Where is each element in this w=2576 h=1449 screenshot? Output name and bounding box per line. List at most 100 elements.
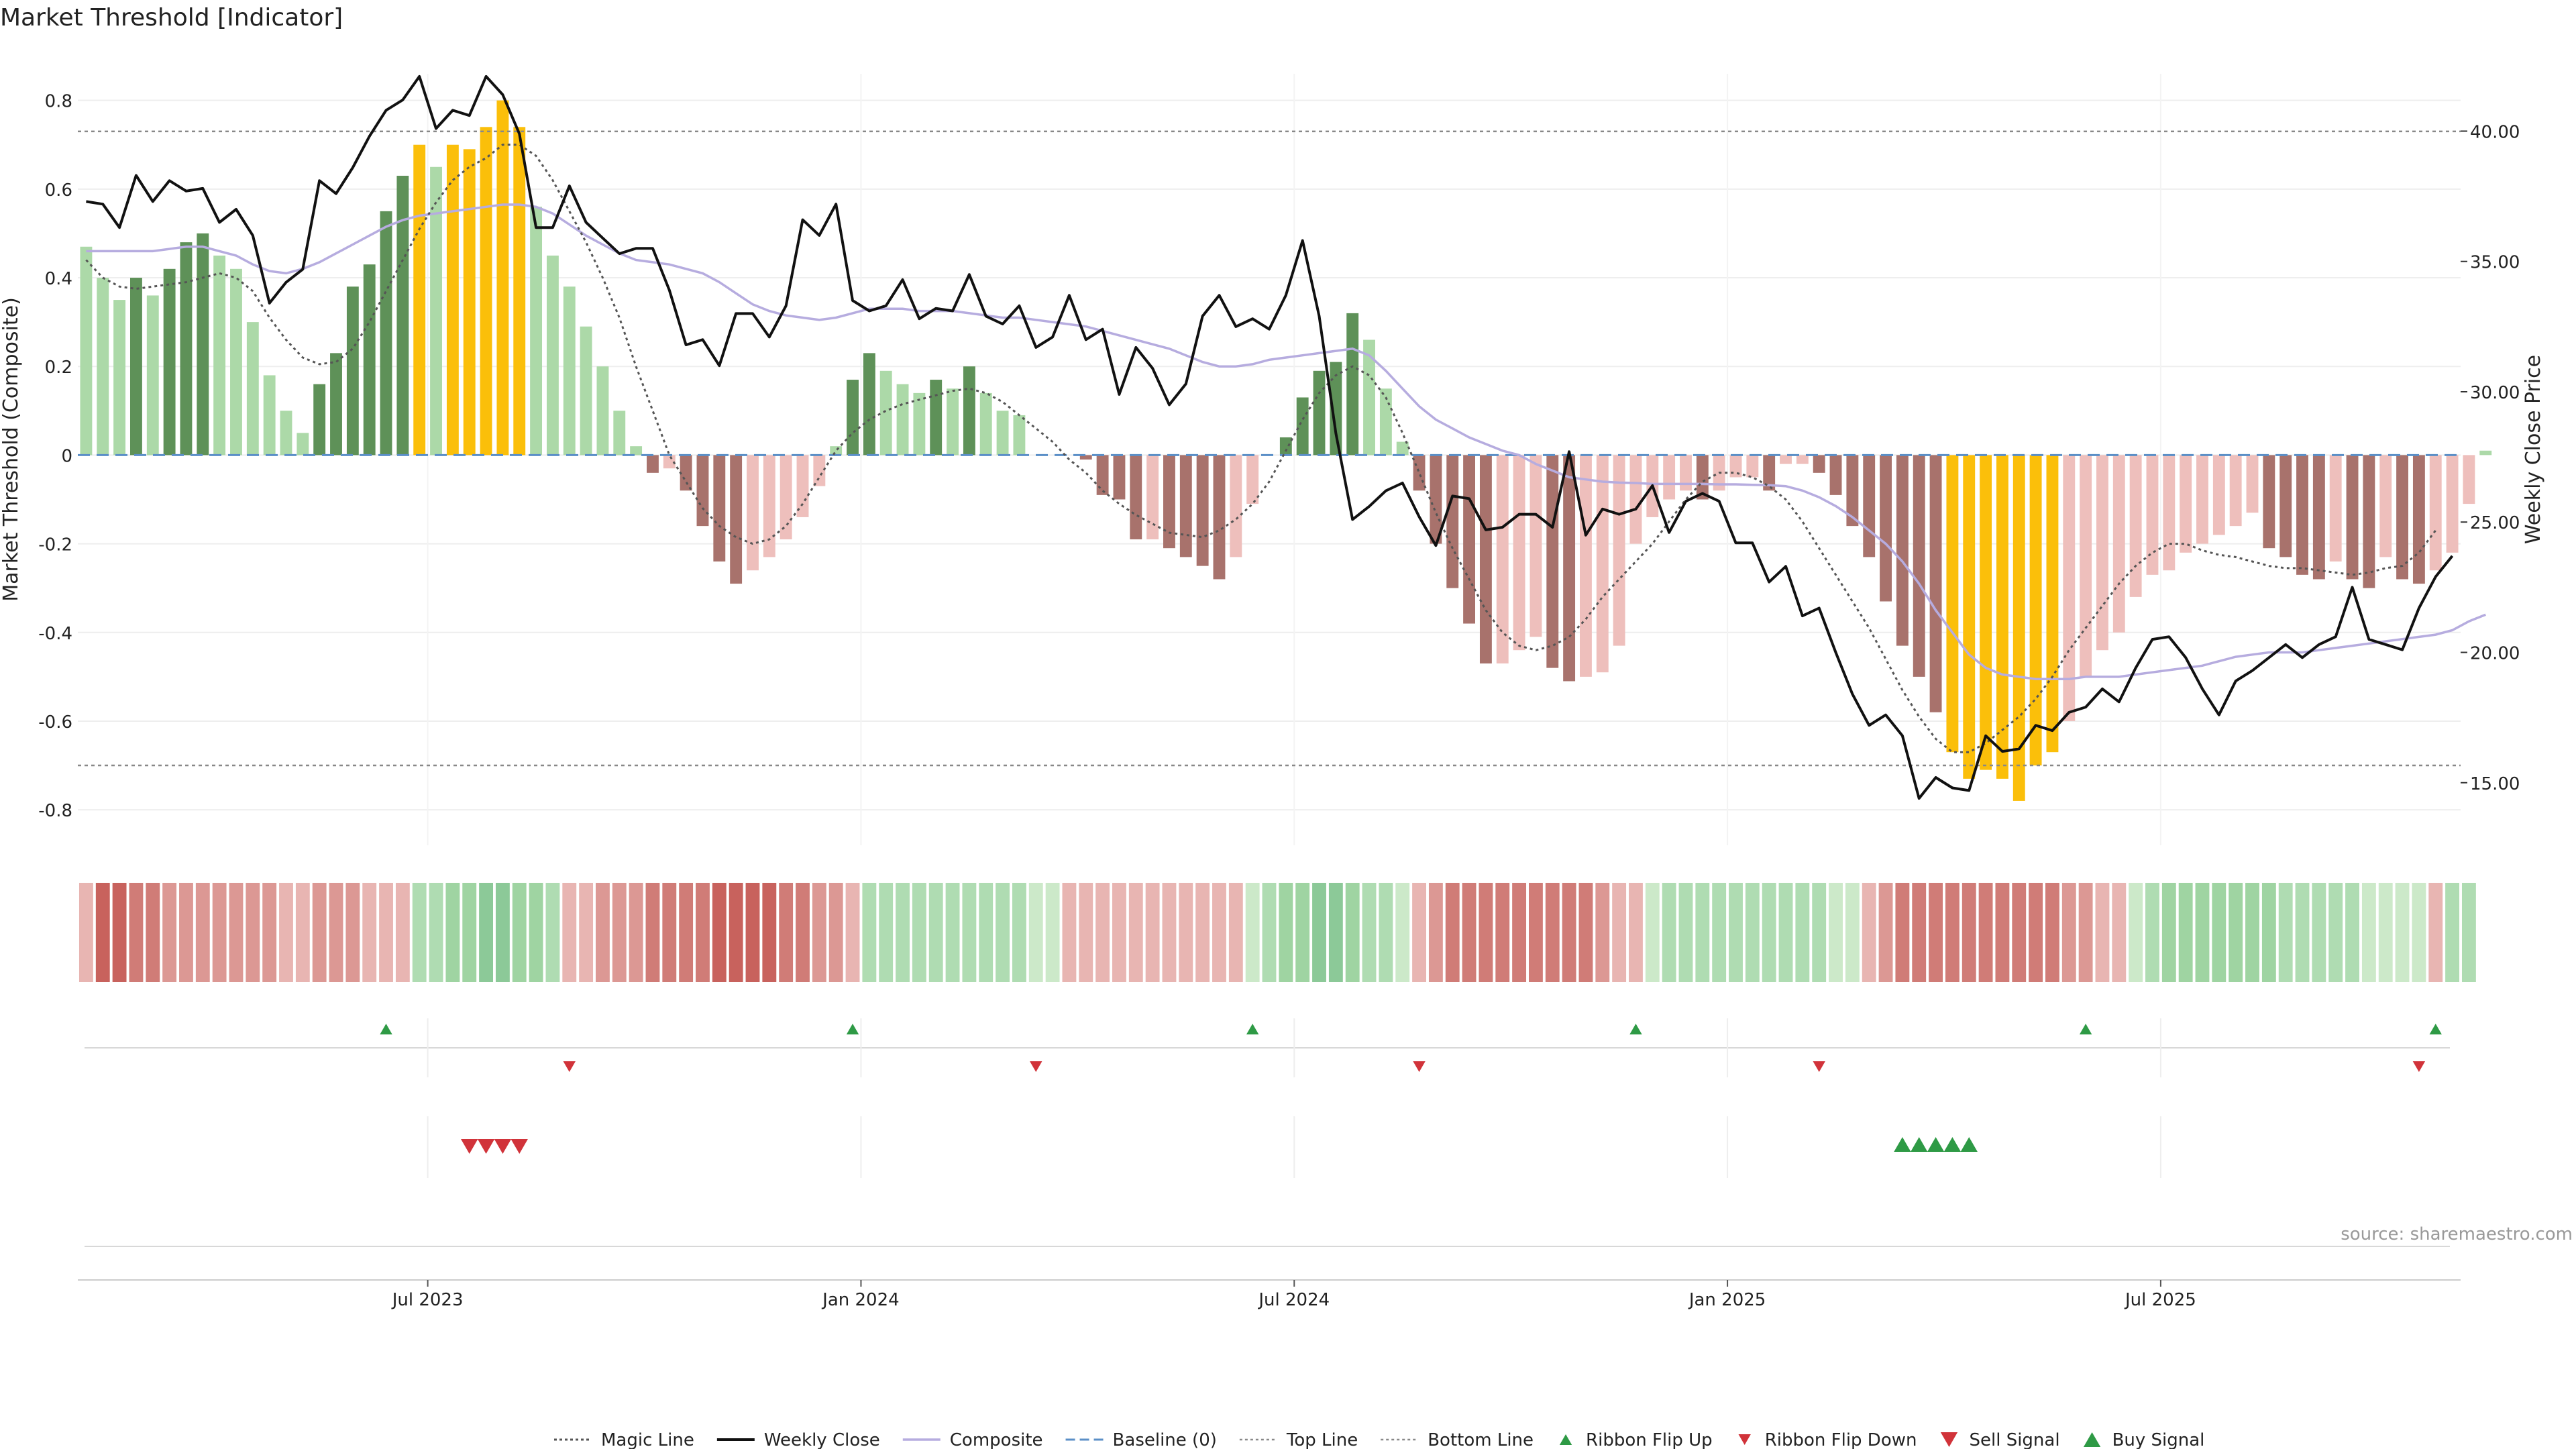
ribbon-cell — [2229, 883, 2243, 982]
composite-bar — [1829, 455, 1842, 495]
ribbon-cell — [879, 883, 894, 982]
legend-item-bottom: Bottom Line — [1381, 1430, 1534, 1449]
composite-bar — [1346, 313, 1359, 455]
ribbon-cell — [1545, 883, 1560, 982]
ribbon-cell — [1379, 883, 1393, 982]
composite-bar — [2212, 455, 2225, 535]
composite-bar — [1396, 441, 1409, 455]
composite-bar — [330, 353, 342, 455]
ribbon-cell — [2261, 883, 2276, 982]
composite-bar — [1079, 455, 1092, 460]
ribbon-cell — [445, 883, 460, 982]
legend-label: Composite — [950, 1430, 1043, 1449]
composite-bar — [763, 455, 775, 557]
composite-bar — [1596, 455, 1609, 673]
ribbon-cell — [2095, 883, 2110, 982]
ribbon-cell — [1195, 883, 1210, 982]
ribbon-cell — [95, 883, 110, 982]
ribbon-cell — [279, 883, 293, 982]
ribbon-cell — [479, 883, 493, 982]
ribbon-cell — [712, 883, 727, 982]
composite-bar — [246, 322, 259, 455]
sell-signal-marker — [461, 1139, 478, 1154]
ribbon-cell — [1762, 883, 1776, 982]
composite-bar — [1946, 455, 1959, 753]
composite-bar — [263, 375, 276, 455]
ribbon-cell — [1612, 883, 1627, 982]
ribbon-cell — [229, 883, 244, 982]
ribbon-cell — [796, 883, 810, 982]
ribbon-cell — [1895, 883, 1910, 982]
ribbon-cell — [295, 883, 310, 982]
ribbon-cell — [1428, 883, 1443, 982]
ribbon-cell — [1245, 883, 1260, 982]
composite-bar — [813, 455, 826, 486]
ribbon-cell — [212, 883, 227, 982]
ribbon-flip-down-marker — [2412, 1061, 2426, 1072]
legend-label: Bottom Line — [1428, 1430, 1534, 1449]
composite-bar — [1179, 455, 1192, 557]
composite-bar — [363, 264, 376, 455]
composite-bar — [396, 176, 409, 455]
composite-bar — [1763, 455, 1776, 491]
composite-bar — [647, 455, 659, 473]
composite-bar — [1496, 455, 1509, 664]
composite-bar — [2312, 455, 2325, 580]
composite-bar — [1529, 455, 1542, 637]
composite-bar — [1296, 397, 1309, 455]
ribbon-cell — [2078, 883, 2093, 982]
composite-bar — [129, 278, 142, 455]
ribbon-cell — [1279, 883, 1293, 982]
ribbon-cell — [2029, 883, 2043, 982]
composite-bar — [1363, 339, 1375, 455]
composite-bar — [2229, 455, 2242, 527]
ribbon-cell — [2212, 883, 2226, 982]
ribbon-cell — [329, 883, 343, 982]
ribbon-cell — [146, 883, 160, 982]
composite-bar — [879, 370, 892, 455]
composite-bar — [2063, 455, 2076, 721]
ribbon-cell — [1528, 883, 1543, 982]
x-tick-label: Jan 2024 — [821, 1290, 900, 1310]
ribbon-cell — [1995, 883, 2010, 982]
composite-bar — [2080, 455, 2092, 677]
ribbon-cell — [2345, 883, 2359, 982]
composite-bar — [2129, 455, 2142, 597]
legend-label: Top Line — [1286, 1430, 1358, 1449]
legend-item-flip-down: Ribbon Flip Down — [1738, 1430, 1917, 1449]
ribbon-cell — [1062, 883, 1077, 982]
composite-bar — [630, 446, 643, 455]
ribbon-cell — [828, 883, 843, 982]
composite-bar — [1113, 455, 1126, 500]
composite-bar — [1813, 455, 1825, 473]
x-tick-label: Jul 2025 — [2124, 1290, 2196, 1310]
ribbon-cell — [629, 883, 643, 982]
ribbon-cell — [1162, 883, 1177, 982]
composite-bar — [1013, 415, 1026, 455]
y2-tick-label: 20.00 — [2470, 644, 2520, 664]
ribbon-cell — [928, 883, 943, 982]
ribbon-cell — [412, 883, 427, 982]
composite-bar — [163, 268, 176, 455]
ribbon-cell — [262, 883, 277, 982]
buy-signal-marker — [1894, 1137, 1911, 1152]
ribbon-cell — [1495, 883, 1510, 982]
composite-bar — [1213, 455, 1226, 580]
y-tick-label: 0 — [61, 446, 72, 466]
x-axis: Jul 2023 Jan 2024 Jul 2024 Jan 2025 Jul 2025 — [78, 1279, 2461, 1310]
ribbon-cell — [1212, 883, 1226, 982]
ribbon-cell — [862, 883, 877, 982]
composite-bar — [1746, 455, 1759, 478]
ribbon-cell — [662, 883, 677, 982]
composite-bar — [2163, 455, 2176, 571]
composite-bar — [2246, 455, 2259, 513]
y2-tick-label: 15.00 — [2470, 774, 2520, 794]
y-tick-label: -0.8 — [38, 801, 72, 821]
ribbon-cell — [1812, 883, 1827, 982]
ribbon-cell — [1079, 883, 1093, 982]
composite-bar — [1163, 455, 1175, 549]
ribbon-cell — [1179, 883, 1193, 982]
composite-bar — [1546, 455, 1559, 668]
composite-bar — [780, 455, 792, 539]
ribbon-cell — [1945, 883, 1960, 982]
